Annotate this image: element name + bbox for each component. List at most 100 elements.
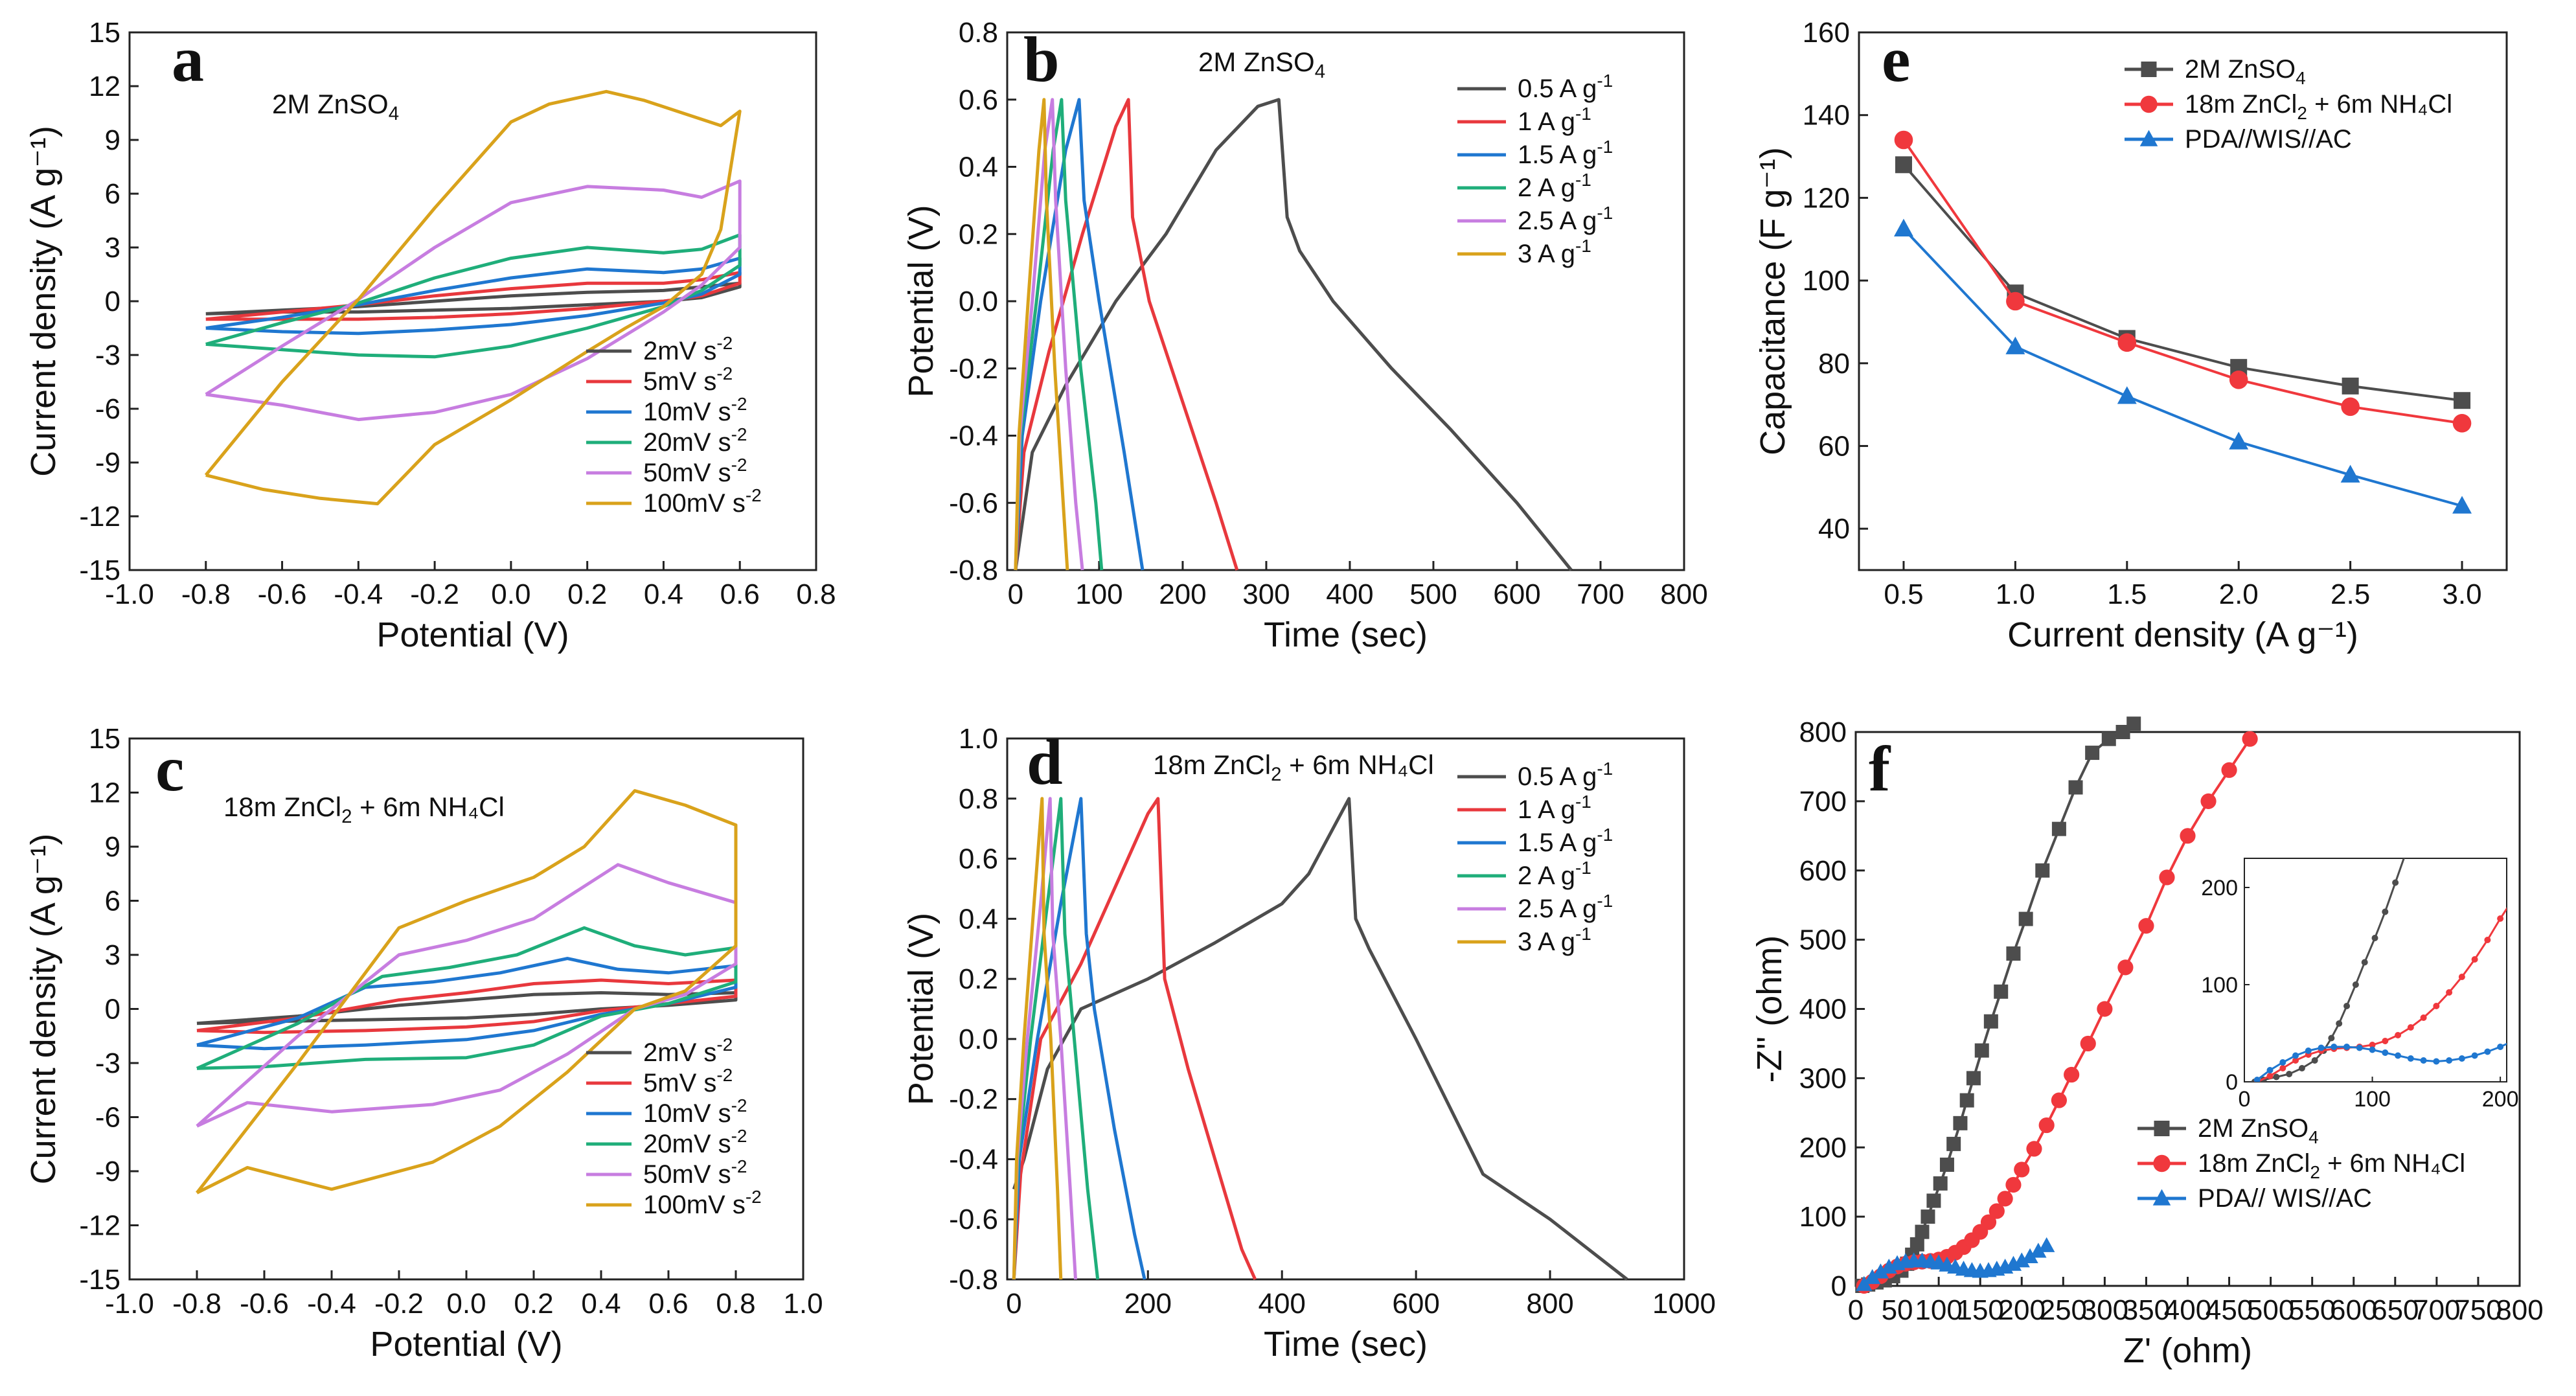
inset-data-point <box>2253 1077 2261 1082</box>
inset-data-point <box>2279 1065 2286 1071</box>
x-tick-label: 800 <box>2496 1294 2543 1326</box>
panel-a: -1.0 -0.8 -0.6 -0.4 -0.2 0.0 0.2 0.4 0.6 0.8 -15 -1… <box>24 17 836 654</box>
legend-label-part: 10mV s <box>643 1099 731 1128</box>
inset-data-point <box>2395 1052 2402 1059</box>
legend-label: 5mV s-2 <box>643 1065 733 1097</box>
data-point <box>2452 414 2472 433</box>
x-tick-label: 500 <box>2247 1294 2294 1326</box>
inset-data-point <box>2497 915 2504 922</box>
x-tick-label: -0.4 <box>334 578 383 610</box>
series-b-1 <box>1014 98 1239 571</box>
data-point <box>2180 828 2196 844</box>
panel-e: 0.5 1.0 1.5 2.0 2.5 3.0 40 60 80 100 120 140 160 Curr… <box>1753 17 2508 654</box>
inset-y-tick-label: 0 <box>2226 1070 2238 1095</box>
y-tick-label: 15 <box>89 17 120 49</box>
series-line <box>1014 98 1145 571</box>
y-tick-label: 0.0 <box>959 286 998 317</box>
y-tick-label: 0 <box>1831 1270 1847 1302</box>
series-e-0 <box>1895 156 2471 409</box>
data-point <box>1915 1224 1930 1239</box>
inset-data-point <box>2311 1057 2318 1064</box>
data-point <box>2221 762 2237 778</box>
y-tick-label: 6 <box>105 886 120 917</box>
legend-marker <box>2154 1121 2170 1136</box>
inset-x-tick-label: 100 <box>2354 1087 2391 1112</box>
data-point <box>2064 1066 2080 1083</box>
data-point <box>2159 869 2175 886</box>
series-b-4 <box>1014 98 1084 571</box>
series-d-1 <box>1012 797 1257 1281</box>
data-point <box>2454 392 2471 409</box>
legend-label: 2M ZnSO4 <box>2198 1114 2319 1147</box>
data-point <box>2005 1176 2022 1193</box>
data-point <box>2452 496 2472 514</box>
y-tick-label: 3 <box>105 939 120 971</box>
inset-data-point <box>2382 1049 2389 1056</box>
series-line <box>196 789 738 1195</box>
x-tick-label: 750 <box>2454 1294 2502 1326</box>
legend: 0.5 A g-11 A g-11.5 A g-12 A g-12.5 A g-… <box>1457 71 1613 268</box>
y-tick-label: 9 <box>105 831 120 863</box>
legend-label: PDA// WIS//AC <box>2198 1184 2372 1213</box>
x-tick-label: 0.8 <box>796 578 836 610</box>
series-line <box>1863 738 2251 1287</box>
y-tick-label: 120 <box>1803 182 1850 214</box>
legend-label-part: 2 <box>2297 103 2307 123</box>
x-tick-label: 2.5 <box>2331 578 2370 610</box>
y-tick-label: 0 <box>105 286 120 317</box>
legend-label-part: PDA// WIS//AC <box>2198 1184 2372 1213</box>
x-tick-label: 700 <box>1577 578 1624 610</box>
legend-label-part: 1 A g <box>1518 108 1575 136</box>
inset-data-point <box>2458 974 2465 980</box>
y-tick-label: 160 <box>1803 17 1850 49</box>
legend-label: PDA//WIS//AC <box>2185 125 2352 154</box>
legend-label: 2 A g-1 <box>1518 858 1591 890</box>
inset-data-point <box>2356 1044 2363 1051</box>
inset-data-point <box>2369 1046 2376 1053</box>
series-e-1 <box>1894 130 2472 433</box>
x-tick-label: -1.0 <box>105 1288 154 1320</box>
series-a-0 <box>205 281 742 315</box>
y-tick-label: 0.6 <box>959 843 998 875</box>
legend-label-part: -2 <box>731 1126 747 1146</box>
data-point <box>2340 464 2360 483</box>
data-point <box>2035 863 2050 878</box>
x-tick-label: 200 <box>1998 1294 2046 1326</box>
inset-data-point <box>2395 1032 2402 1038</box>
inset-data-point <box>2266 1073 2274 1079</box>
legend-label: 2M ZnSO4 <box>2185 55 2306 88</box>
legend-label-part: 18m ZnCl <box>2198 1149 2310 1178</box>
panel-f: 0 50 1001502002503003504004505005506006507… <box>1750 716 2544 1370</box>
data-point <box>2115 725 2130 739</box>
x-tick-label: 800 <box>1660 578 1707 610</box>
legend-marker <box>2140 95 2158 113</box>
legend-label-part: 1 A g <box>1518 795 1575 824</box>
legend-label-part: -2 <box>731 394 747 414</box>
data-point <box>2200 793 2217 809</box>
y-tick-label: 800 <box>1799 716 1847 748</box>
series-line <box>1014 98 1104 571</box>
legend-label-part: 2 <box>2310 1162 2320 1182</box>
inset-data-point <box>2392 879 2399 886</box>
panel-letter: c <box>155 733 184 805</box>
y-tick-label: -12 <box>79 1210 120 1242</box>
legend-label: 20mV s-2 <box>643 424 747 457</box>
y-tick-label: -0.2 <box>949 1084 998 1116</box>
data-point <box>1933 1176 1948 1191</box>
series-a-5 <box>204 89 742 506</box>
series-line <box>1012 797 1063 1280</box>
legend-label: 10mV s-2 <box>643 394 747 426</box>
legend-label: 2 A g-1 <box>1518 170 1591 202</box>
y-tick-label: 3 <box>105 232 120 264</box>
y-tick-label: -6 <box>95 393 120 425</box>
series-b-5 <box>1014 98 1069 571</box>
legend-label: 18m ZnCl2 + 6m NH₄Cl <box>2198 1149 2465 1182</box>
legend-label-part: 100mV s <box>643 1191 746 1219</box>
inset-data-point <box>2298 1065 2305 1071</box>
y-tick-label: 600 <box>1799 855 1847 887</box>
x-tick-label: 700 <box>2413 1294 2460 1326</box>
legend-label-part: 2M ZnSO <box>2185 55 2296 84</box>
data-point <box>1994 984 2009 999</box>
